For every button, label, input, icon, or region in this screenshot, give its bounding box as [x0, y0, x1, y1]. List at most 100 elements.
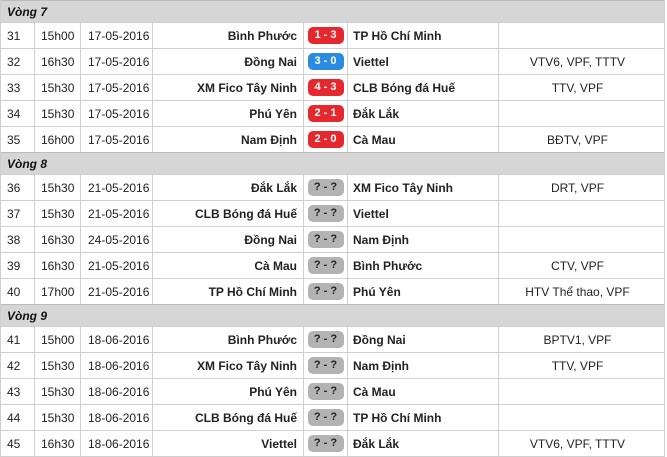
score-badge[interactable]: ? - ?	[307, 179, 344, 196]
match-number: 41	[1, 327, 35, 352]
broadcast-channels: BĐTV, VPF	[547, 132, 608, 147]
away-team[interactable]: Phú Yên	[348, 279, 499, 304]
match-row: 39 16h30 21-05-2016 Cà Mau ? - ? Bình Ph…	[1, 252, 664, 278]
broadcast-channels	[499, 405, 664, 430]
match-number: 39	[1, 253, 35, 278]
match-date: 24-05-2016	[81, 227, 153, 252]
away-team[interactable]: Đắk Lắk	[348, 431, 499, 456]
match-date: 18-06-2016	[81, 431, 153, 456]
home-team[interactable]: Nam Định	[153, 127, 304, 152]
match-date: 18-06-2016	[81, 327, 153, 352]
score-badge[interactable]: 2 - 0	[307, 131, 344, 148]
home-team[interactable]: CLB Bóng đá Huế	[153, 201, 304, 226]
broadcast-channels: BPTV1, VPF	[543, 332, 612, 347]
score-badge[interactable]: ? - ?	[307, 205, 344, 222]
match-time: 17h00	[35, 279, 81, 304]
match-number: 36	[1, 175, 35, 200]
broadcast-channels	[499, 201, 664, 226]
score-badge[interactable]: ? - ?	[307, 257, 344, 274]
match-row: 31 15h00 17-05-2016 Bình Phước 1 - 3 TP …	[1, 22, 664, 48]
match-time: 15h30	[35, 379, 81, 404]
away-team[interactable]: Bình Phước	[348, 253, 499, 278]
away-team[interactable]: XM Fico Tây Ninh	[348, 175, 499, 200]
broadcast-channels	[499, 101, 664, 126]
match-time: 15h30	[35, 405, 81, 430]
away-team[interactable]: Cà Mau	[348, 379, 499, 404]
match-time: 15h30	[35, 201, 81, 226]
broadcast-channels	[499, 379, 664, 404]
score-badge[interactable]: 2 - 1	[307, 105, 344, 122]
match-row: 36 15h30 21-05-2016 Đắk Lắk ? - ? XM Fic…	[1, 174, 664, 200]
match-date: 21-05-2016	[81, 253, 153, 278]
home-team[interactable]: Đồng Nai	[153, 227, 304, 252]
round-header: Vòng 9	[1, 304, 664, 326]
match-time: 16h30	[35, 227, 81, 252]
broadcast-channels: VTV6, VPF, TTTV	[529, 54, 626, 69]
home-team[interactable]: Viettel	[153, 431, 304, 456]
away-team[interactable]: Viettel	[348, 49, 499, 74]
score-badge[interactable]: 4 - 3	[307, 79, 344, 96]
match-number: 40	[1, 279, 35, 304]
match-time: 15h30	[35, 101, 81, 126]
match-number: 45	[1, 431, 35, 456]
match-date: 17-05-2016	[81, 101, 153, 126]
away-team[interactable]: Nam Định	[348, 227, 499, 252]
match-time: 16h30	[35, 431, 81, 456]
home-team[interactable]: Bình Phước	[153, 327, 304, 352]
match-time: 15h00	[35, 327, 81, 352]
match-number: 32	[1, 49, 35, 74]
broadcast-channels: TTV, VPF	[551, 80, 604, 95]
away-team[interactable]: TP Hồ Chí Minh	[348, 405, 499, 430]
match-date: 21-05-2016	[81, 201, 153, 226]
away-team[interactable]: Nam Định	[348, 353, 499, 378]
match-number: 43	[1, 379, 35, 404]
home-team[interactable]: CLB Bóng đá Huế	[153, 405, 304, 430]
score-badge[interactable]: ? - ?	[307, 435, 344, 452]
score-badge[interactable]: ? - ?	[307, 283, 344, 300]
round-matches: 36 15h30 21-05-2016 Đắk Lắk ? - ? XM Fic…	[1, 174, 664, 304]
score-badge[interactable]: ? - ?	[307, 231, 344, 248]
score-badge[interactable]: ? - ?	[307, 409, 344, 426]
round-header: Vòng 7	[1, 0, 664, 22]
home-team[interactable]: XM Fico Tây Ninh	[153, 75, 304, 100]
away-team[interactable]: Cà Mau	[348, 127, 499, 152]
match-number: 44	[1, 405, 35, 430]
score-badge[interactable]: ? - ?	[307, 331, 344, 348]
home-team[interactable]: Đồng Nai	[153, 49, 304, 74]
broadcast-channels: CTV, VPF	[551, 258, 604, 273]
broadcast-channels	[499, 227, 664, 252]
match-row: 35 16h00 17-05-2016 Nam Định 2 - 0 Cà Ma…	[1, 126, 664, 152]
away-team[interactable]: Đắk Lắk	[348, 101, 499, 126]
match-number: 35	[1, 127, 35, 152]
away-team[interactable]: TP Hồ Chí Minh	[348, 23, 499, 48]
match-date: 17-05-2016	[81, 23, 153, 48]
away-team[interactable]: Đồng Nai	[348, 327, 499, 352]
home-team[interactable]: XM Fico Tây Ninh	[153, 353, 304, 378]
match-row: 43 15h30 18-06-2016 Phú Yên ? - ? Cà Mau	[1, 378, 664, 404]
away-team[interactable]: CLB Bóng đá Huế	[348, 75, 499, 100]
score-badge[interactable]: ? - ?	[307, 383, 344, 400]
broadcast-channels: HTV Thể thao, VPF	[525, 284, 630, 299]
score-badge[interactable]: 3 - 0	[307, 53, 344, 70]
home-team[interactable]: TP Hồ Chí Minh	[153, 279, 304, 304]
score-badge[interactable]: 1 - 3	[307, 27, 344, 44]
home-team[interactable]: Đắk Lắk	[153, 175, 304, 200]
round-matches: 31 15h00 17-05-2016 Bình Phước 1 - 3 TP …	[1, 22, 664, 152]
match-time: 16h30	[35, 49, 81, 74]
home-team[interactable]: Cà Mau	[153, 253, 304, 278]
away-team[interactable]: Viettel	[348, 201, 499, 226]
broadcast-channels: DRT, VPF	[550, 180, 605, 195]
home-team[interactable]: Phú Yên	[153, 379, 304, 404]
match-row: 45 16h30 18-06-2016 Viettel ? - ? Đắk Lắ…	[1, 430, 664, 456]
home-team[interactable]: Bình Phước	[153, 23, 304, 48]
score-badge[interactable]: ? - ?	[307, 357, 344, 374]
match-time: 15h30	[35, 75, 81, 100]
match-date: 18-06-2016	[81, 405, 153, 430]
broadcast-channels: VTV6, VPF, TTTV	[529, 436, 626, 451]
match-number: 33	[1, 75, 35, 100]
match-row: 37 15h30 21-05-2016 CLB Bóng đá Huế ? - …	[1, 200, 664, 226]
match-date: 17-05-2016	[81, 75, 153, 100]
match-date: 17-05-2016	[81, 49, 153, 74]
home-team[interactable]: Phú Yên	[153, 101, 304, 126]
